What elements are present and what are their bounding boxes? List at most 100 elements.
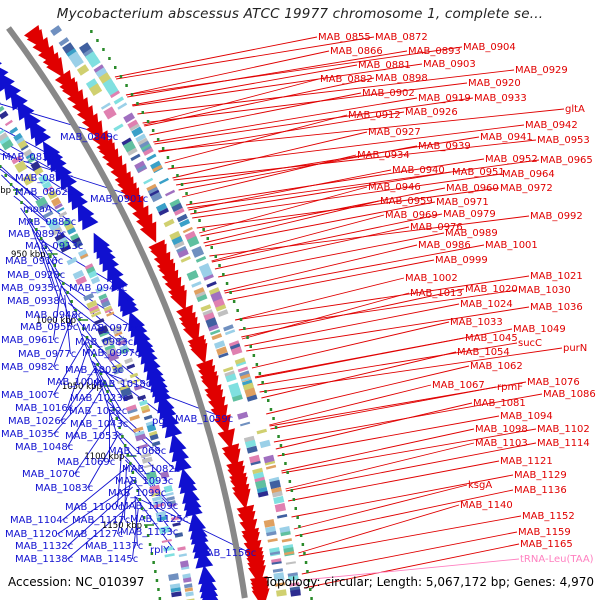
- forward-leader-line: [116, 36, 375, 80]
- forward-leader-line: [223, 244, 418, 292]
- cog-ring-outer-feature: [66, 48, 78, 59]
- forward-gene-label: MAB_1165: [520, 539, 573, 550]
- forward-leader-line: [142, 82, 468, 124]
- cog-ring-outer-feature: [285, 561, 296, 565]
- forward-gene-label: MAB_1159: [518, 527, 571, 538]
- forward-gene-label: MAB_1136: [514, 485, 567, 496]
- cog-ring-inner-feature: [20, 144, 29, 151]
- guide-ring-dot: [246, 336, 249, 339]
- guide-ring-dot: [53, 264, 56, 267]
- reverse-gene-label: MAB_0997c: [82, 348, 140, 359]
- forward-gene-label: MAB_0971: [436, 197, 489, 208]
- cog-ring-outer-feature: [281, 538, 292, 543]
- forward-gene-label: MAB_0882: [320, 74, 373, 85]
- forward-leader-line: [125, 50, 330, 96]
- forward-leader-line: [190, 171, 452, 215]
- guide-ring-dot: [288, 480, 292, 483]
- reverse-gene-arrow: [0, 73, 15, 92]
- cog-ring-outer-feature: [266, 531, 277, 537]
- forward-leader-line: [114, 36, 318, 78]
- forward-leader-line: [227, 259, 435, 301]
- cog-ring-inner-feature: [83, 293, 95, 302]
- guide-ring-dot: [141, 111, 144, 114]
- reverse-gene-arrow: [111, 271, 129, 292]
- cog-ring-outer-feature: [171, 202, 183, 213]
- guide-ring-dot: [0, 165, 2, 168]
- cog-ring-outer-feature: [259, 439, 271, 449]
- forward-leader-line: [158, 111, 405, 153]
- reverse-gene-arrow: [102, 251, 119, 273]
- cog-ring-inner-feature: [75, 275, 87, 286]
- forward-gene-label: MAB_0959: [380, 196, 433, 207]
- guide-ring-dot: [125, 84, 128, 87]
- reverse-leader-line: [53, 341, 86, 396]
- cog-ring-outer-feature: [280, 531, 291, 537]
- cog-ring-outer-feature: [158, 177, 169, 185]
- reverse-gene-label: MAB_0849c: [60, 132, 118, 143]
- guide-ring-dot: [102, 48, 105, 51]
- forward-gene-label: MAB_0969: [385, 210, 438, 221]
- forward-gene-label: rpmF: [497, 382, 523, 393]
- cog-ring-inner-feature: [178, 553, 187, 558]
- reverse-gene-label: MAB_0982c: [1, 362, 59, 373]
- cog-ring-outer-feature: [123, 112, 135, 123]
- cog-ring-inner-feature: [14, 160, 28, 173]
- reverse-leader-line: [52, 286, 62, 341]
- guide-ring-dot: [267, 399, 270, 402]
- cog-ring-outer-feature: [149, 189, 160, 197]
- forward-leader-line: [281, 428, 537, 474]
- reverse-gene-label: MAB_1068c: [108, 446, 166, 457]
- guide-ring-dot: [44, 246, 47, 249]
- cog-ring-inner-feature: [122, 394, 134, 402]
- cog-ring-outer-feature: [135, 133, 147, 143]
- guide-ring-dot: [304, 561, 308, 564]
- cog-ring-inner-feature: [106, 311, 115, 317]
- guide-ring-dot: [146, 120, 150, 123]
- cog-ring-outer-feature: [265, 464, 277, 470]
- cog-ring-inner-feature: [66, 256, 78, 266]
- guide-ring-dot: [138, 498, 142, 501]
- reverse-gene-label: MAB_1132c: [15, 541, 73, 552]
- cog-ring-inner-feature: [166, 496, 175, 502]
- reverse-gene-label: MAB_0961c: [1, 335, 59, 346]
- scale-tick-label: 1050 kbp: [62, 382, 102, 392]
- forward-gene-label: MAB_1140: [460, 500, 513, 511]
- cog-ring-outer-feature: [241, 376, 252, 382]
- forward-leader-line: [244, 303, 460, 347]
- forward-gene-label: MAB_0976: [410, 222, 463, 233]
- cog-ring-inner-feature: [138, 443, 149, 450]
- cog-ring-inner-feature: [104, 308, 113, 314]
- guide-ring-dot: [74, 309, 77, 312]
- reverse-gene-arrow: [33, 126, 51, 147]
- cog-ring-outer-feature: [211, 294, 223, 303]
- cog-ring-inner-feature: [60, 244, 72, 253]
- reverse-gene-arrow: [60, 170, 77, 191]
- cog-ring-inner-feature: [117, 339, 127, 346]
- cog-ring-inner-feature: [120, 347, 130, 354]
- reverse-leader-line: [116, 447, 123, 508]
- forward-gene-label: MAB_0881: [358, 60, 411, 71]
- guide-ring-dot: [290, 489, 294, 492]
- reverse-gene-arrow: [77, 201, 95, 223]
- cog-ring-inner-feature: [126, 404, 138, 414]
- cog-ring-outer-feature: [155, 202, 168, 213]
- cog-ring-inner-feature: [170, 587, 181, 593]
- scale-tick-label: 1100 kbp: [84, 452, 124, 462]
- cog-ring-inner-feature: [98, 293, 108, 301]
- guide-ring-dot: [30, 219, 33, 222]
- reverse-gene-label: MAB_0935c: [1, 283, 59, 294]
- cog-ring-outer-feature: [230, 346, 243, 356]
- reverse-gene-arrow: [191, 525, 209, 545]
- cog-ring-outer-feature: [191, 281, 202, 288]
- forward-leader-line: [277, 415, 500, 457]
- guide-ring-dot: [131, 471, 135, 474]
- forward-gene-label: MAB_1030: [518, 285, 571, 296]
- guide-ring-dot: [299, 534, 303, 537]
- cog-ring-outer-feature: [274, 502, 286, 513]
- forward-gene-label: purN: [563, 343, 587, 354]
- reverse-leader-line: [13, 195, 78, 247]
- reverse-gene-label: MAB_0897c: [8, 229, 66, 240]
- forward-leader-line: [154, 97, 474, 145]
- forward-gene-label: MAB_1114: [537, 438, 590, 449]
- cog-ring-inner-feature: [145, 470, 158, 480]
